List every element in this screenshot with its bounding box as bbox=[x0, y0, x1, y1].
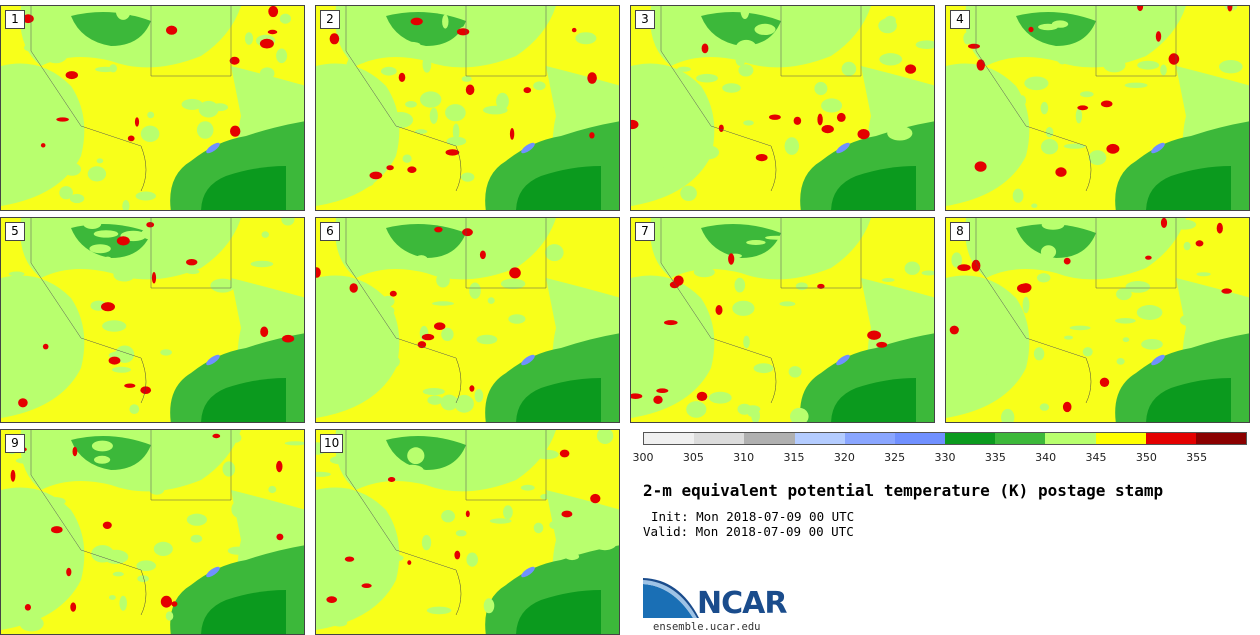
ensemble-member-map: 4 bbox=[945, 5, 1250, 211]
member-number: 9 bbox=[5, 434, 25, 453]
init-time: Init: Mon 2018-07-09 00 UTC bbox=[651, 509, 855, 524]
member-number: 4 bbox=[950, 10, 970, 29]
colorbar-tick-label: 315 bbox=[783, 451, 805, 464]
ensemble-member-map: 5 bbox=[0, 217, 305, 423]
ensemble-member-map: 10 bbox=[315, 429, 620, 635]
ensemble-member-map: 8 bbox=[945, 217, 1250, 423]
ncar-logo-icon bbox=[643, 578, 699, 618]
ensemble-member-map: 7 bbox=[630, 217, 935, 423]
ensemble-member-map: 2 bbox=[315, 5, 620, 211]
colorbar-bin bbox=[945, 433, 996, 444]
colorbar-ticks: 300 305 310 315 320 325 330 335 340 345 350 355 bbox=[633, 451, 1247, 467]
figure-title: 2-m equivalent potential temperature (K)… bbox=[643, 481, 1164, 500]
colorbar-bin bbox=[894, 433, 946, 444]
colorbar-tick-label: 340 bbox=[1035, 451, 1057, 464]
colorbar-bin bbox=[995, 433, 1046, 444]
colorbar-bin bbox=[794, 433, 845, 444]
colorbar-bin bbox=[844, 433, 895, 444]
colorbar-tick-label: 350 bbox=[1135, 451, 1157, 464]
colorbar-tick-label: 300 bbox=[632, 451, 654, 464]
member-number: 5 bbox=[5, 222, 25, 241]
colorbar-bin bbox=[1045, 433, 1096, 444]
member-number: 6 bbox=[320, 222, 340, 241]
member-number: 8 bbox=[950, 222, 970, 241]
colorbar-bin bbox=[694, 433, 745, 444]
member-number: 2 bbox=[320, 10, 340, 29]
colorbar-tick-label: 330 bbox=[934, 451, 956, 464]
colorbar-tick-label: 345 bbox=[1085, 451, 1107, 464]
valid-time: Valid: Mon 2018-07-09 00 UTC bbox=[643, 524, 854, 539]
ensemble-member-map: 3 bbox=[630, 5, 935, 211]
colorbar-tick-label: 325 bbox=[884, 451, 906, 464]
ensemble-member-map: 6 bbox=[315, 217, 620, 423]
member-number: 10 bbox=[320, 434, 344, 453]
colorbar-bin bbox=[1145, 433, 1196, 444]
colorbar-bin bbox=[1195, 433, 1247, 444]
ensemble-member-map: 9 bbox=[0, 429, 305, 635]
colorbar-tick-label: 305 bbox=[682, 451, 704, 464]
colorbar-bin bbox=[644, 433, 695, 444]
colorbar-tick-label: 320 bbox=[833, 451, 855, 464]
colorbar-bin bbox=[744, 433, 795, 444]
ensemble-member-map: 1 bbox=[0, 5, 305, 211]
colorbar bbox=[643, 432, 1247, 445]
member-number: 3 bbox=[635, 10, 655, 29]
logo-url[interactable]: ensemble.ucar.edu bbox=[653, 621, 761, 633]
colorbar-tick-label: 310 bbox=[733, 451, 755, 464]
member-number: 7 bbox=[635, 222, 655, 241]
member-number: 1 bbox=[5, 10, 25, 29]
colorbar-bin bbox=[1095, 433, 1146, 444]
colorbar-tick-label: 355 bbox=[1186, 451, 1208, 464]
logo-wordmark: NCAR bbox=[697, 586, 787, 621]
colorbar-tick-label: 335 bbox=[984, 451, 1006, 464]
